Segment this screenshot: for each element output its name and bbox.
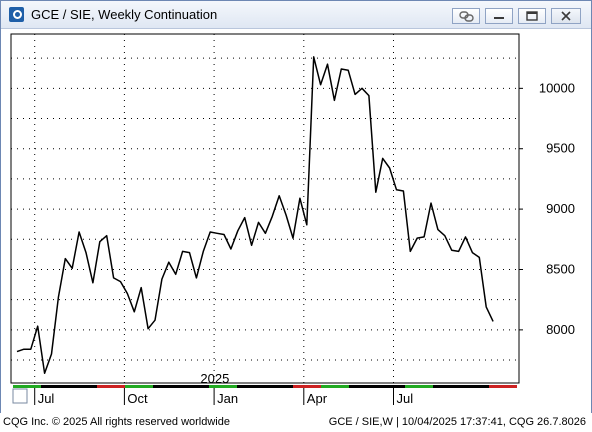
year-marker-label: 2025	[200, 371, 229, 386]
scroll-thumb[interactable]	[12, 388, 28, 404]
session-bar-segment	[41, 385, 69, 388]
chart-window: GCE / SIE, Weekly Continuation	[0, 0, 592, 414]
x-axis: Jul Oct Jan Apr Jul 2025	[12, 371, 414, 406]
x-tick-label: Oct	[127, 391, 148, 406]
x-tick-label: Jul	[397, 391, 414, 406]
session-bar-segment	[321, 385, 349, 388]
close-icon	[561, 11, 571, 21]
session-bar-segment	[433, 385, 461, 388]
session-bar-segment	[377, 385, 405, 388]
session-bar-segment	[489, 385, 517, 388]
copyright-text: CQG Inc. © 2025 All rights reserved worl…	[3, 416, 230, 428]
session-bar-segment	[153, 385, 181, 388]
y-tick-label: 9000	[546, 201, 575, 216]
price-chart[interactable]: Jul Oct Jan Apr Jul 2025 8000 8500 9000 9500 1000…	[1, 29, 591, 413]
minimize-button[interactable]	[485, 8, 513, 24]
session-bar-segment	[97, 385, 125, 388]
y-tick-label: 8000	[546, 322, 575, 337]
y-tick-label: 10000	[539, 80, 575, 95]
title-bar[interactable]: GCE / SIE, Weekly Continuation	[1, 1, 591, 29]
status-footer: CQG Inc. © 2025 All rights reserved worl…	[0, 413, 592, 432]
y-tick-label: 9500	[546, 141, 575, 156]
window-title: GCE / SIE, Weekly Continuation	[31, 7, 218, 22]
chart-grid	[11, 34, 519, 383]
y-axis: 8000 8500 9000 9500 10000	[519, 80, 575, 337]
chart-info-text: GCE / SIE,W | 10/04/2025 17:37:41, CQG 2…	[328, 416, 586, 428]
restore-icon	[526, 11, 538, 21]
restore-button[interactable]	[518, 8, 546, 24]
session-bar-segment	[405, 385, 433, 388]
session-bar-segment	[461, 385, 489, 388]
link-icon	[459, 11, 474, 22]
session-bar-segment	[13, 385, 41, 388]
app-logo-icon	[9, 7, 24, 22]
session-bar-segment	[125, 385, 153, 388]
session-bar-segment	[209, 385, 237, 388]
session-bar-segment	[181, 385, 209, 388]
series-line	[16, 56, 494, 375]
plot-area-border	[10, 33, 520, 384]
close-button[interactable]	[551, 8, 581, 24]
x-tick-label: Jan	[217, 391, 238, 406]
link-button[interactable]	[452, 8, 480, 24]
session-bar-segment	[349, 385, 377, 388]
x-tick-label: Jul	[38, 391, 55, 406]
y-tick-label: 8500	[546, 261, 575, 276]
session-color-bar	[13, 385, 517, 388]
minimize-icon	[494, 17, 504, 19]
session-bar-segment	[265, 385, 293, 388]
session-bar-segment	[237, 385, 265, 388]
session-bar-segment	[293, 385, 321, 388]
x-tick-label: Apr	[307, 391, 328, 406]
session-bar-segment	[69, 385, 97, 388]
